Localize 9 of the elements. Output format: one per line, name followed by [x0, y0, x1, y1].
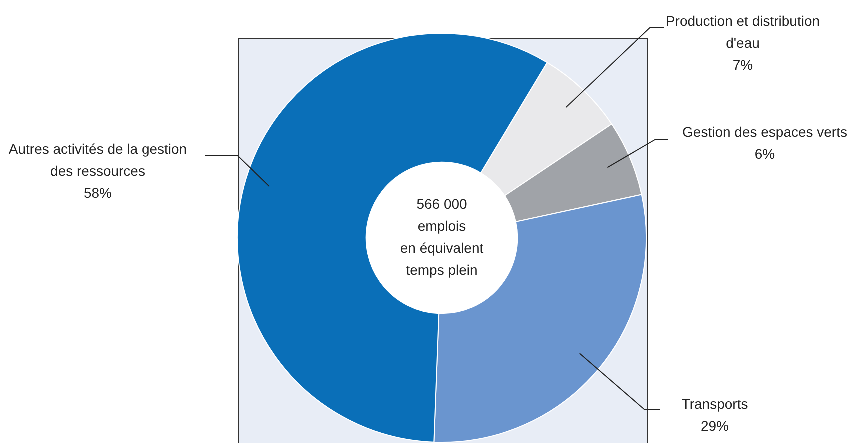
slice-label: Production et distribution d'eau — [666, 12, 820, 51]
slice-label: Autres activités de la gestion des ressources — [8, 140, 188, 179]
slice-label: Gestion des espaces verts — [682, 124, 848, 140]
slice-label: Transports — [682, 396, 748, 412]
data-label: 6% — [754, 146, 776, 162]
data-label: 58% — [84, 184, 112, 201]
data-label: 7% — [732, 56, 754, 73]
text: 566 000 emplois en équivalent temps plein — [400, 196, 484, 278]
data-label: 29% — [700, 418, 730, 434]
